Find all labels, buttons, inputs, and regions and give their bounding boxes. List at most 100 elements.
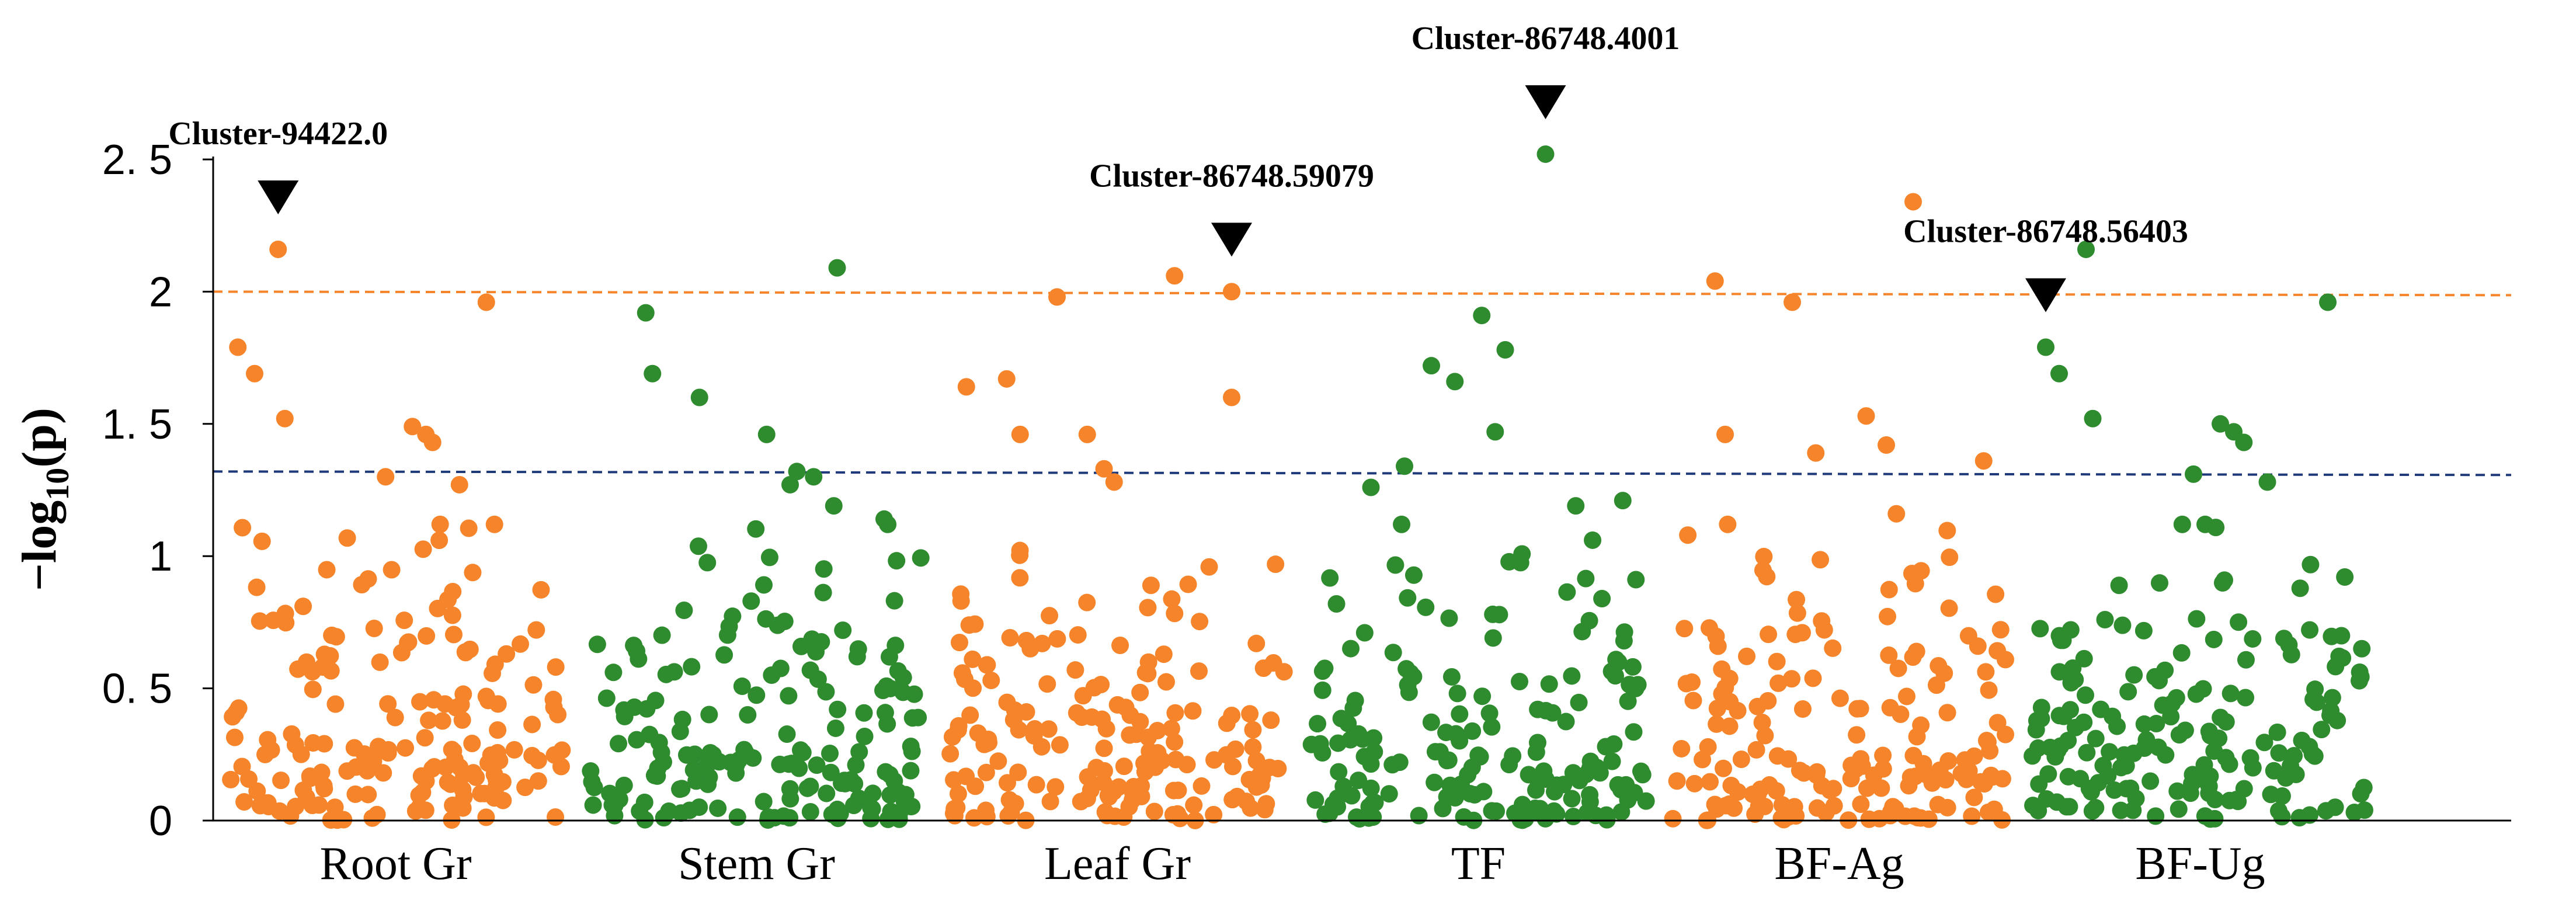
point-stem-gr-24 — [755, 576, 773, 594]
point-stem-gr-high-8 — [788, 463, 806, 481]
point-leaf-gr-173 — [952, 585, 970, 603]
point-bf-ag-160 — [1701, 773, 1719, 791]
point-bf-ag-28 — [1872, 779, 1890, 797]
point-tf-43 — [1350, 772, 1368, 790]
point-bf-ag-high-0 — [1706, 272, 1724, 290]
point-bf-ug-150 — [2351, 663, 2369, 681]
point-bf-ag-23 — [1940, 599, 1958, 617]
point-tf-102 — [1520, 766, 1538, 784]
point-leaf-gr-91 — [1162, 720, 1180, 738]
point-root-gr-87 — [338, 529, 356, 547]
point-bf-ug-57 — [2050, 663, 2069, 681]
point-stem-gr-75 — [781, 809, 799, 827]
x-category-label-bf-ug: BF-Ug — [2135, 838, 2265, 889]
point-bf-ug-130 — [2059, 732, 2077, 750]
point-bf-ug-62 — [2031, 620, 2049, 638]
point-bf-ug-105 — [2302, 555, 2320, 574]
point-tf-high-0 — [1362, 478, 1380, 496]
point-bf-ag-129 — [1708, 715, 1726, 733]
point-bf-ug-167 — [2227, 790, 2245, 808]
point-bf-ag-64 — [1768, 652, 1786, 670]
point-leaf-gr-113 — [1264, 654, 1282, 672]
point-leaf-gr-100 — [1267, 555, 1285, 574]
point-leaf-gr-92 — [1002, 803, 1020, 821]
point-bf-ug-23 — [2222, 684, 2240, 703]
point-stem-gr-173 — [809, 670, 827, 688]
point-tf-49 — [1483, 802, 1501, 820]
point-leaf-gr-93 — [1033, 738, 1051, 756]
point-tf-157 — [1570, 693, 1588, 711]
point-stem-gr-91 — [849, 640, 867, 658]
point-leaf-gr-118 — [1262, 711, 1280, 729]
point-bf-ug-75 — [2168, 782, 2186, 800]
point-root-gr-172 — [430, 531, 449, 550]
point-root-gr-151 — [379, 695, 397, 713]
point-root-gr-132 — [301, 767, 319, 785]
point-tf-152 — [1578, 804, 1596, 822]
point-stem-gr-9 — [615, 776, 633, 794]
point-root-gr-161 — [461, 640, 479, 658]
point-stem-gr-high-7 — [828, 259, 846, 277]
point-bf-ug-76 — [2059, 767, 2077, 786]
point-bf-ag-116 — [1683, 673, 1701, 691]
y-tick-label-3: 1. 5 — [102, 401, 172, 448]
point-root-gr-110 — [276, 604, 294, 623]
point-bf-ug-5 — [2188, 610, 2206, 628]
point-bf-ug-148 — [2313, 721, 2331, 739]
point-root-gr-148 — [444, 582, 462, 600]
point-leaf-gr-153 — [1218, 714, 1236, 732]
point-leaf-gr-73 — [1200, 558, 1218, 576]
point-stem-gr-58 — [829, 700, 847, 718]
point-leaf-gr-102 — [1190, 662, 1208, 680]
point-root-gr-1 — [431, 515, 449, 533]
point-stem-gr-35 — [834, 621, 852, 640]
point-bf-ag-146 — [1985, 800, 2003, 818]
annotation-label-2: Cluster-86748.4001 — [1412, 20, 1680, 57]
point-leaf-gr-63 — [1038, 675, 1056, 693]
point-bf-ug-97 — [2080, 780, 2098, 798]
point-tf-high-7 — [1536, 145, 1555, 163]
y-axis-label-subscript: 10 — [40, 468, 76, 501]
point-root-gr-high-4 — [377, 468, 395, 486]
point-bf-ug-high-8 — [2258, 473, 2276, 491]
point-tf-153 — [1339, 714, 1357, 732]
point-tf-147 — [1342, 640, 1360, 658]
point-leaf-gr-30 — [1111, 637, 1129, 655]
point-tf-97 — [1581, 786, 1599, 804]
point-root-gr-51 — [248, 578, 266, 596]
point-stem-gr-46 — [780, 687, 798, 705]
point-stem-gr-138 — [885, 592, 903, 610]
point-bf-ug-134 — [2317, 802, 2335, 820]
point-bf-ag-63 — [1991, 621, 2010, 639]
point-root-gr-104 — [425, 757, 443, 776]
point-bf-ug-53 — [2113, 616, 2132, 634]
point-bf-ag-166 — [1851, 700, 1869, 718]
point-root-gr-115 — [322, 662, 340, 680]
point-bf-ug-52 — [2323, 627, 2341, 645]
point-bf-ug-132 — [2060, 798, 2078, 816]
point-bf-ag-55 — [1738, 647, 1756, 665]
point-stem-gr-113 — [690, 798, 708, 816]
point-bf-ag-high-8 — [1887, 505, 1906, 523]
point-bf-ug-50 — [2170, 800, 2188, 818]
point-bf-ag-170 — [1748, 697, 1767, 715]
point-root-gr-174 — [346, 785, 364, 803]
point-root-gr-127 — [479, 691, 497, 710]
point-bf-ug-0 — [2147, 807, 2165, 825]
point-stem-gr-152 — [700, 754, 718, 772]
point-bf-ug-137 — [2075, 713, 2093, 731]
point-stem-gr-162 — [822, 763, 840, 781]
point-bf-ag-124 — [1904, 746, 1923, 764]
point-bf-ag-88 — [1755, 547, 1773, 565]
point-leaf-gr-150 — [1066, 661, 1084, 679]
point-stem-gr-high-9 — [875, 510, 893, 528]
point-stem-gr-134 — [755, 793, 773, 811]
point-stem-gr-12 — [597, 689, 616, 707]
point-bf-ug-138 — [2157, 746, 2175, 764]
point-leaf-gr-142 — [1166, 733, 1184, 751]
point-bf-ag-145 — [1989, 642, 2007, 660]
point-bf-ug-84 — [2094, 756, 2112, 774]
point-root-gr-98 — [374, 764, 392, 782]
threshold-lines — [213, 290, 2512, 477]
point-leaf-gr-149 — [1132, 787, 1150, 805]
